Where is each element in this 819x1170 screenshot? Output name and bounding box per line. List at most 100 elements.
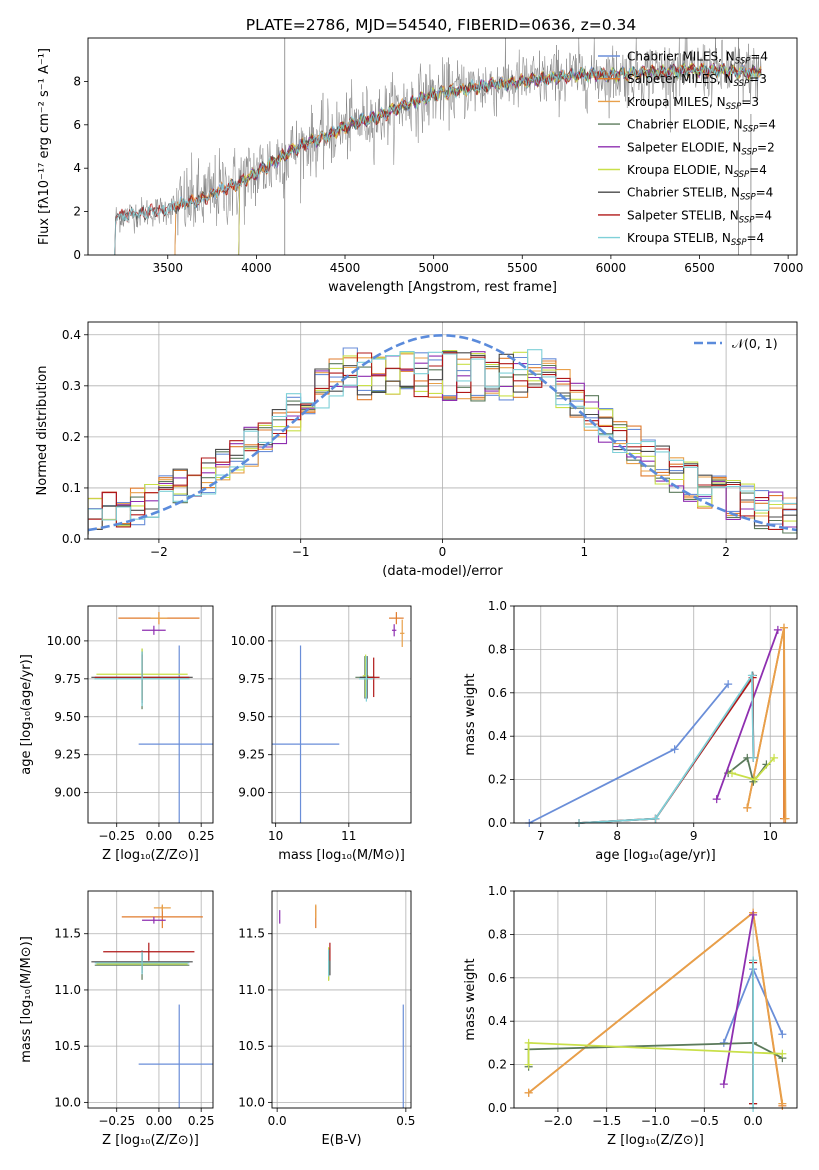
x-tick-label: 7 [537, 829, 545, 843]
y-tick-label: 0.4 [488, 729, 507, 743]
axes-frame [513, 605, 798, 824]
x-tick-label: 0.25 [188, 1114, 215, 1128]
legend-entry-normal: 𝒩(0, 1) [732, 336, 778, 351]
y-tick-label: 4 [73, 161, 81, 175]
axes-frame [87, 605, 214, 824]
y-tick-label: 9.75 [54, 672, 81, 686]
legend-entry-chabrier-miles: Chabrier MILES, NSSP=4 [627, 50, 768, 67]
series-point [727, 769, 736, 778]
x-tick-label: −1.5 [592, 1114, 621, 1128]
x-tick-label: −2.0 [543, 1114, 572, 1128]
series-kroupa-miles [743, 623, 790, 823]
legend-entry-kroupa-stelib: Kroupa STELIB, NSSP=4 [627, 231, 764, 248]
y-tick-label: 9.00 [54, 786, 81, 800]
y-tick-label: 0.2 [488, 1058, 507, 1072]
series-point [719, 1080, 728, 1089]
series-point [524, 1060, 533, 1069]
x-axis-label: age [log₁₀(age/yr)] [595, 848, 716, 863]
x-tick-label: 3500 [152, 261, 183, 275]
y-tick-label: 0.0 [62, 532, 81, 546]
observed-spectrum [114, 38, 762, 255]
y-axis-label: mass weight [463, 673, 478, 755]
y-tick-label: 11.5 [54, 927, 81, 941]
errorbar-salpeter-elodie [391, 624, 397, 637]
legend-entry-salpeter-miles: Salpeter MILES, NSSP=3 [627, 72, 767, 89]
series-kroupa-elodie [727, 753, 779, 784]
series-salpeter-elodie [719, 910, 758, 1089]
legend-entry-kroupa-elodie: Kroupa ELODIE, NSSP=4 [627, 163, 767, 180]
x-tick-label: 8 [613, 829, 621, 843]
y-tick-label: 0 [73, 248, 81, 262]
x-tick-label: 5500 [507, 261, 538, 275]
series-line [715, 629, 779, 800]
x-tick-label: 4500 [330, 261, 361, 275]
legend-entry-salpeter-elodie: Salpeter ELODIE, NSSP=2 [627, 140, 775, 157]
histogram-plot-area [88, 333, 797, 535]
y-tick-label: 11.0 [238, 983, 265, 997]
x-tick-label: −0.5 [690, 1114, 719, 1128]
series-line [722, 914, 754, 1085]
y-tick-label: 10.0 [54, 1095, 81, 1109]
panel-mass-weight-vs-age: 7 8 9 10 0.0 0.2 0.4 0.6 0.8 1.0 age [log₁₀(age/yr… [463, 599, 798, 863]
y-tick-label: 0.3 [62, 379, 81, 393]
legend-entry-kroupa-miles: Kroupa MILES, NSSP=3 [627, 95, 759, 112]
axes-frame [87, 321, 798, 540]
y-tick-label: 2 [73, 205, 81, 219]
errorbar-salpeter-elodie [142, 625, 166, 635]
errorbar-salpeter-elodie [142, 916, 166, 924]
model-spectrum-chabrier-elodie [238, 62, 762, 255]
legend-entry-chabrier-elodie: Chabrier ELODIE, NSSP=4 [627, 118, 776, 135]
x-tick-label: −2 [150, 545, 168, 559]
axes-frame [271, 605, 412, 824]
x-tick-label: 0.00 [146, 829, 173, 843]
y-tick-label: 9.25 [54, 748, 81, 762]
legend-entry-chabrier-stelib: Chabrier STELIB, NSSP=4 [627, 186, 773, 203]
series-point [778, 1030, 787, 1039]
y-axis-label: Normed distribution [35, 366, 50, 496]
legend-entry-salpeter-stelib: Salpeter STELIB, NSSP=4 [627, 208, 772, 225]
series-point [743, 803, 752, 812]
errorbar-plot-area [272, 612, 405, 823]
x-axis-label: (data-model)/error [382, 564, 503, 579]
errorbar-kroupa-stelib [359, 656, 374, 702]
x-axis-label: Z [log₁₀(Z/Z⊙)] [102, 1133, 199, 1148]
y-tick-label: 0.4 [62, 328, 81, 342]
x-tick-label: 6000 [596, 261, 627, 275]
x-tick-label: 0 [439, 545, 447, 559]
errorbar-kroupa-stelib [94, 651, 190, 707]
x-tick-label: 9 [690, 829, 698, 843]
y-tick-label: 9.75 [238, 672, 265, 686]
series-kroupa-elodie [524, 1038, 787, 1069]
x-tick-label: −0.25 [98, 829, 135, 843]
histogram-legend: 𝒩(0, 1) [694, 336, 778, 351]
panel-age-vs-mass: 10 11 9.00 9.25 9.50 9.75 10.00 mass [log₁₀(M/M… [231, 605, 412, 863]
x-axis-label: E(B-V) [321, 1133, 361, 1148]
errorbar-salpeter-stelib [367, 657, 380, 698]
series-point [524, 1088, 533, 1097]
errorbar-kroupa-miles [400, 619, 405, 647]
x-tick-label: 1 [580, 545, 588, 559]
x-tick-label: −0.25 [98, 1114, 135, 1128]
x-axis-label: Z [log₁₀(Z/Z⊙)] [607, 1133, 704, 1148]
model-spectrum-kroupa-stelib [114, 64, 762, 255]
x-axis-label: wavelength [Angstrom, rest frame] [328, 280, 557, 295]
x-axis-label: mass [log₁₀(M/M⊙)] [278, 848, 405, 863]
y-tick-label: 0.8 [488, 927, 507, 941]
series-point [749, 910, 758, 919]
series-line [578, 672, 755, 824]
y-axis-label: mass weight [463, 958, 478, 1040]
errorbar-chabrier-miles [138, 1004, 213, 1108]
series-point [747, 671, 756, 680]
series-line [578, 672, 755, 824]
panel-spectrum: 3500 4000 4500 5000 5500 6000 6500 7000 0 2 4 6 8 wav… [37, 37, 803, 295]
y-axis-label: mass [log₁₀(M/M⊙)] [19, 936, 34, 1063]
errorbar-salpeter-miles [389, 612, 404, 625]
histogram-kroupa-stelib [88, 349, 797, 535]
y-tick-label: 9.50 [54, 710, 81, 724]
y-tick-label: 9.00 [238, 786, 265, 800]
series-point [779, 623, 788, 632]
y-tick-label: 0.4 [488, 1014, 507, 1028]
series-point [770, 753, 779, 762]
axes-frame [513, 890, 798, 1109]
y-axis-label: age [log₁₀(age/yr)] [19, 654, 34, 775]
